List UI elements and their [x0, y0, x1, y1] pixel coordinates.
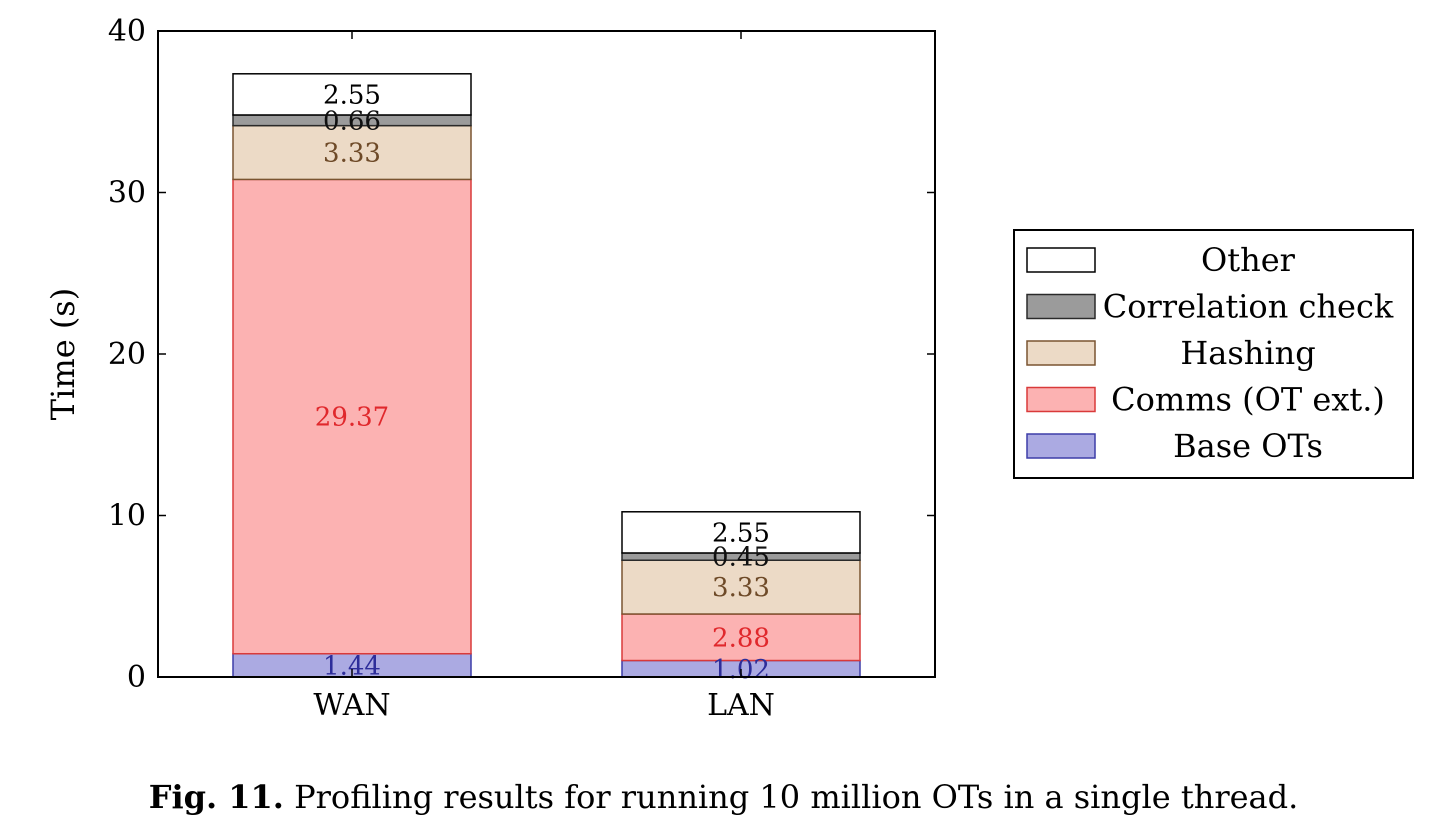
- x-tick-label-wan: WAN: [313, 688, 390, 723]
- legend-label-hashing: Hashing: [1180, 334, 1315, 372]
- legend-swatch-comms-ot-ext: [1026, 386, 1096, 413]
- legend-label-other: Other: [1201, 241, 1296, 279]
- legend-label-correlation-check: Correlation check: [1103, 288, 1394, 326]
- legend-swatch-hashing: [1026, 340, 1096, 366]
- y-tick-label-10: 10: [108, 499, 146, 534]
- y-tick-label-20: 20: [108, 337, 146, 372]
- bar-lan-other: [621, 511, 861, 554]
- legend-label-comms-ot-ext: Comms (OT ext.): [1111, 381, 1385, 419]
- bar-wan-other: [232, 73, 472, 116]
- y-tick-label-0: 0: [127, 660, 146, 695]
- legend-swatch-base-ots: [1026, 433, 1096, 459]
- figure-caption-text: Profiling results for running 10 million…: [283, 778, 1299, 816]
- legend-swatch-other: [1026, 247, 1096, 273]
- figure-caption: Fig. 11. Profiling results for running 1…: [0, 778, 1447, 816]
- bar-wan-comms-ot-ext: [232, 178, 472, 655]
- legend-swatch-correlation-check: [1026, 293, 1096, 320]
- data-label-lan-2: 3.33: [712, 573, 770, 603]
- bars-layer: [232, 73, 861, 678]
- axis-ticks-layer: [158, 30, 935, 678]
- legend-label-base-ots: Base OTs: [1173, 427, 1323, 465]
- data-label-wan-2: 3.33: [323, 139, 381, 169]
- stacked-bar-chart: 1.4429.373.330.662.551.022.883.330.452.5…: [44, 14, 1414, 723]
- legend: Other Correlation check Hashing Comms (OT e…: [1013, 229, 1414, 479]
- data-labels-layer: 1.4429.373.330.662.551.022.883.330.452.5…: [315, 80, 770, 684]
- y-tick-label-30: 30: [108, 176, 146, 211]
- data-label-lan-1: 2.88: [712, 623, 770, 653]
- tick-labels-layer: 0 10 20 30 40 WAN LAN: [108, 14, 775, 723]
- x-tick-label-lan: LAN: [707, 688, 775, 723]
- data-label-lan-4: 2.55: [712, 518, 770, 548]
- figure-caption-prefix: Fig. 11.: [148, 778, 284, 816]
- data-label-wan-3: 0.66: [323, 106, 381, 136]
- y-tick-label-40: 40: [108, 14, 146, 49]
- data-label-wan-4: 2.55: [323, 80, 381, 110]
- y-axis-label: Time (s): [44, 288, 82, 420]
- data-label-lan-3: 0.45: [712, 543, 770, 573]
- data-label-wan-1: 29.37: [315, 403, 389, 433]
